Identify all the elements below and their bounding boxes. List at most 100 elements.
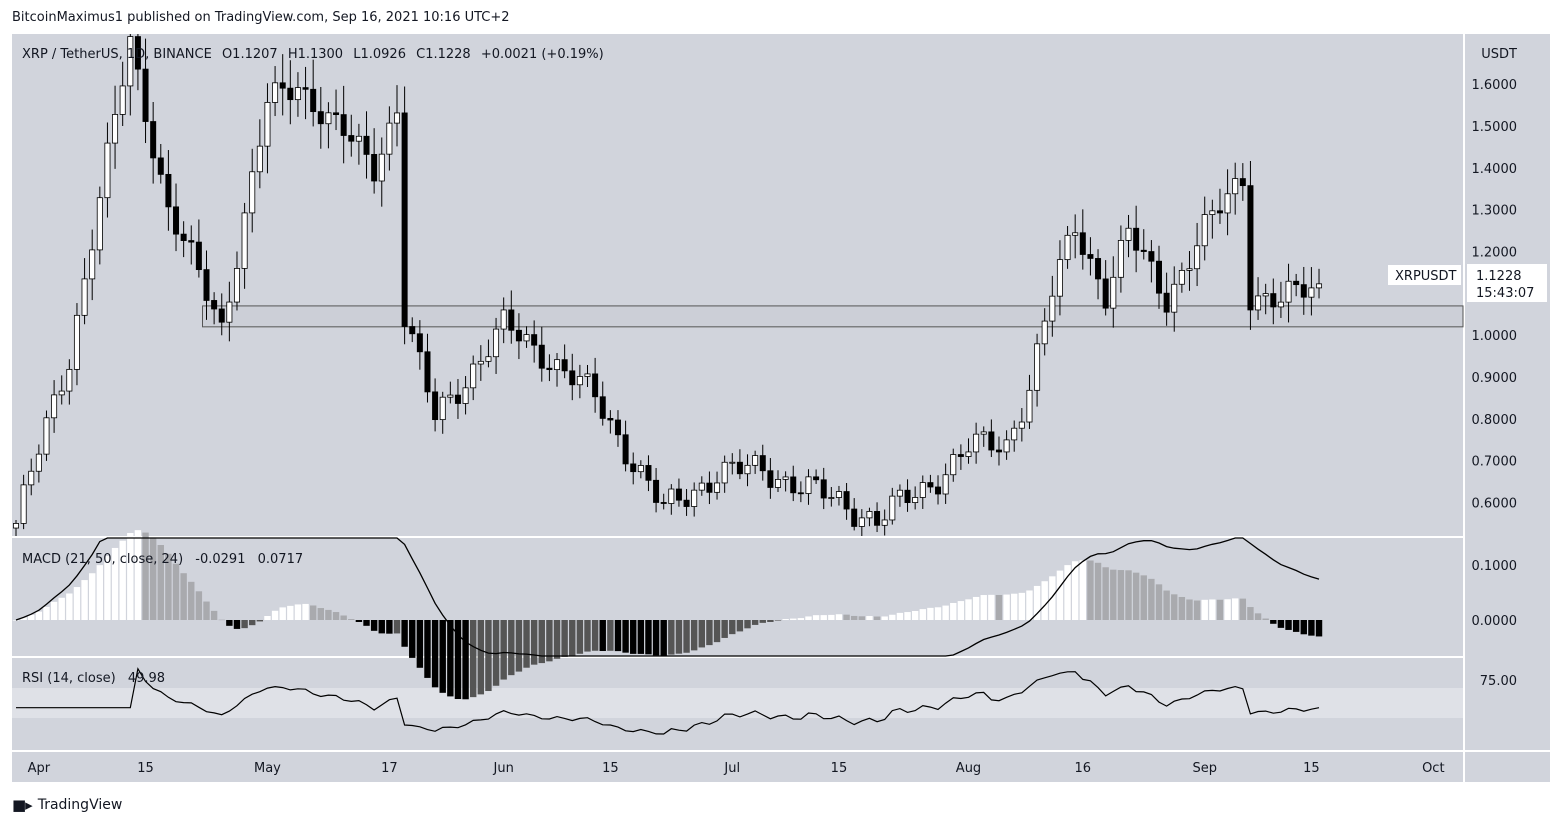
candle-body: [835, 491, 842, 498]
price-tick-label: 1.5000: [1472, 120, 1518, 135]
macd-bar: [393, 620, 401, 634]
candle-body: [1133, 227, 1140, 251]
candle-body: [1026, 389, 1033, 423]
candle-body: [333, 112, 340, 116]
candle-body: [729, 461, 736, 464]
macd-bar: [210, 610, 218, 620]
candle-body: [127, 36, 134, 87]
candle-body: [218, 308, 225, 323]
macd-bar: [1232, 598, 1239, 620]
macd-bar: [1193, 600, 1201, 620]
candle-body: [691, 489, 698, 507]
macd-bar: [348, 619, 355, 620]
candle-body: [1293, 280, 1300, 286]
candle-body: [302, 87, 309, 90]
candle-body: [721, 461, 728, 484]
macd-bar: [881, 616, 888, 620]
macd-bar: [911, 610, 919, 620]
macd-bar: [965, 599, 972, 620]
time-axis-bg: [12, 752, 1463, 782]
macd-bar: [12, 620, 20, 621]
candle-body: [249, 171, 256, 214]
candle-body: [386, 122, 393, 155]
time-tick-label: 15: [137, 761, 154, 776]
macd-bar: [782, 619, 789, 620]
candle-body: [241, 212, 248, 269]
macd-bar: [713, 620, 721, 643]
price-tick-label: 1.0000: [1472, 329, 1518, 344]
candle-body: [858, 517, 865, 527]
candle-body: [1232, 178, 1239, 195]
macd-bar: [355, 620, 363, 622]
candle-body: [805, 476, 812, 494]
macd-bar: [698, 620, 705, 648]
macd-bar: [1056, 570, 1064, 620]
candle-body: [1178, 270, 1185, 285]
macd-bar: [1224, 599, 1231, 620]
chart-area[interactable]: XRP / TetherUS, 1D, BINANCE O1.1207 H1.1…: [12, 34, 1550, 782]
macd-bar: [1033, 585, 1041, 620]
candle-body: [1125, 227, 1132, 241]
macd-bar: [66, 593, 73, 620]
candle-body: [1201, 214, 1208, 247]
candle-body: [134, 36, 141, 70]
candle-body: [1095, 258, 1102, 280]
candle-body: [820, 479, 827, 499]
macd-bar: [1079, 560, 1086, 620]
macd-bar: [1209, 599, 1216, 620]
macd-bar: [866, 616, 873, 620]
candle-body: [1285, 280, 1292, 303]
footer-brand[interactable]: ■▸ TradingView: [12, 796, 122, 814]
macd-bar: [454, 620, 462, 700]
candle-body: [287, 87, 294, 101]
macd-bar: [1148, 578, 1155, 620]
candle-body: [371, 154, 378, 182]
macd-bar: [690, 620, 698, 651]
candle-body: [995, 449, 1002, 453]
candle-body: [1209, 210, 1216, 215]
candle-body: [119, 85, 126, 115]
candle-body: [637, 465, 644, 473]
time-tick-label: 16: [1075, 761, 1092, 776]
candle-body: [1156, 260, 1163, 294]
support-zone: [202, 305, 1464, 328]
candle-body: [1018, 421, 1025, 429]
macd-bar: [195, 591, 203, 620]
candle-body: [1034, 343, 1041, 391]
macd-bar: [447, 620, 454, 697]
candle-body: [142, 68, 149, 122]
macd-bar: [1049, 576, 1056, 620]
corner-bg: [1465, 752, 1550, 782]
candle-body: [96, 197, 103, 251]
candle-body: [294, 87, 301, 101]
macd-line: [15, 537, 1320, 657]
macd-bar: [363, 620, 370, 626]
candle-body: [340, 114, 347, 136]
macd-bar: [1292, 620, 1300, 632]
candle-body: [1239, 178, 1246, 187]
macd-bar: [188, 581, 195, 620]
time-tick-label: 15: [831, 761, 848, 776]
macd-bar: [416, 620, 424, 668]
macd-bar: [530, 620, 538, 665]
macd-bar: [119, 540, 126, 620]
candle-body: [416, 333, 423, 353]
candle-body: [470, 363, 477, 389]
macd-bar: [218, 619, 225, 621]
candle-body: [112, 114, 119, 144]
macd-bar: [622, 620, 629, 653]
candle-body: [1186, 268, 1193, 271]
candle-body: [599, 396, 606, 419]
candle-body: [393, 112, 400, 124]
candle-body: [881, 519, 888, 526]
candle-body: [35, 453, 42, 472]
candle-body: [584, 373, 591, 377]
macd-bar: [1132, 572, 1140, 620]
macd-bar: [729, 620, 736, 635]
macd-bar: [812, 615, 820, 620]
macd-bar: [157, 545, 164, 620]
candle-body: [561, 359, 568, 372]
macd-bar: [1262, 618, 1269, 620]
candle-body: [66, 368, 73, 392]
candle-body: [150, 121, 157, 159]
